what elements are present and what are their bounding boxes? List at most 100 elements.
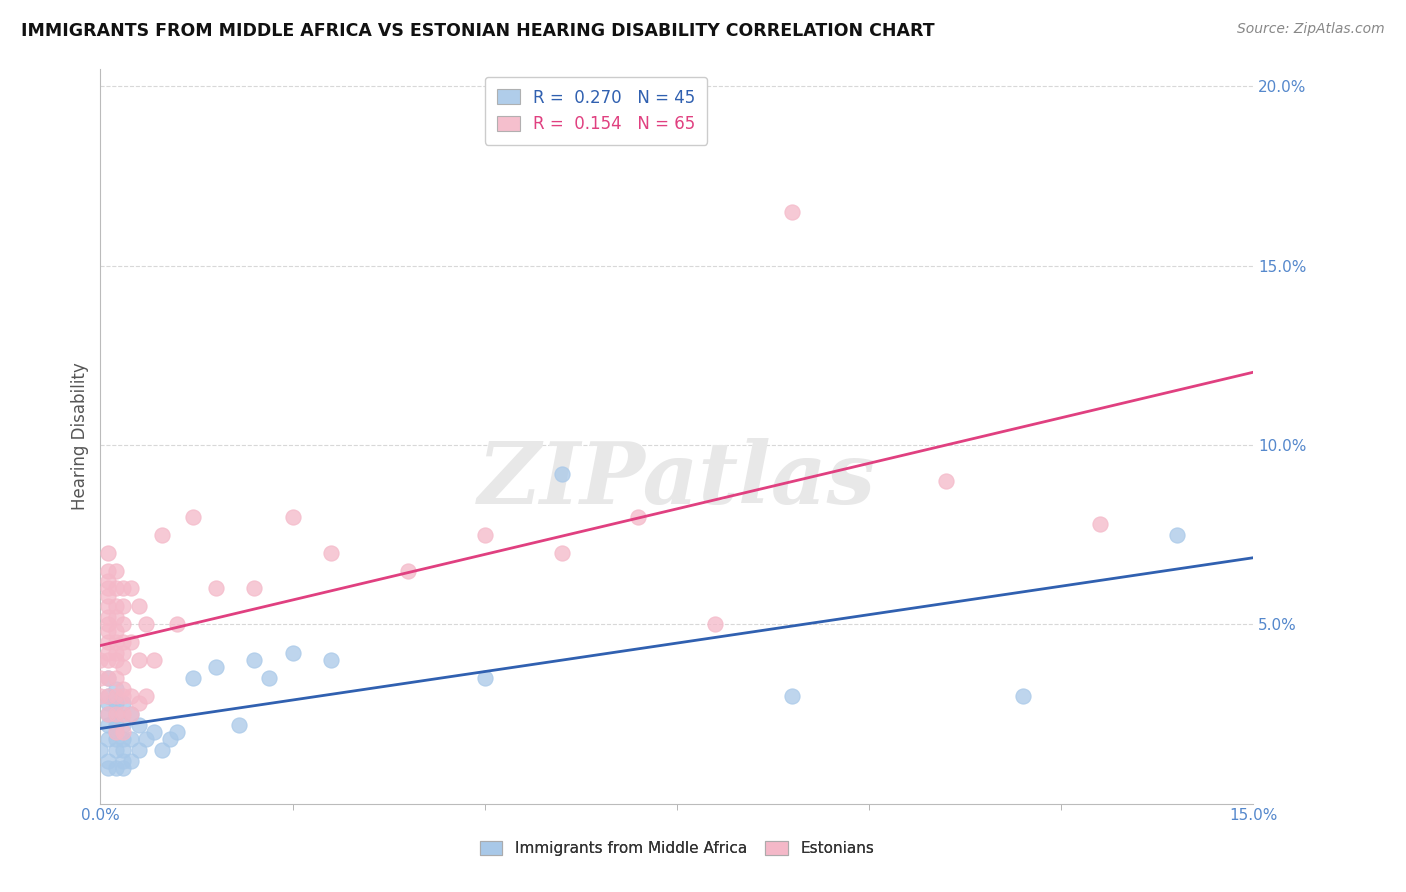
Point (97, 717, 120, 731)
Point (128, 653, 150, 667)
Point (281, 646, 304, 660)
Point (89, 671, 111, 685)
Point (143, 653, 166, 667)
Point (97, 689, 120, 703)
Point (281, 509, 304, 524)
Point (319, 546, 342, 560)
Point (243, 582, 266, 596)
Point (104, 624, 127, 639)
Point (97, 653, 120, 667)
Point (89, 743, 111, 757)
Point (104, 725, 127, 739)
Point (104, 706, 127, 721)
Point (128, 717, 150, 731)
Point (135, 732, 157, 747)
Point (97, 706, 120, 721)
Point (97, 754, 120, 768)
Point (120, 582, 142, 596)
Point (112, 646, 135, 660)
Point (150, 743, 173, 757)
Point (204, 582, 226, 596)
Point (112, 599, 135, 614)
Point (104, 681, 127, 696)
Point (97, 610, 120, 624)
Point (1088, 516, 1111, 531)
Point (97, 671, 120, 685)
Point (112, 725, 135, 739)
Point (112, 754, 135, 768)
Point (780, 205, 803, 219)
Point (97, 617, 120, 632)
Text: ZIPatlas: ZIPatlas (478, 439, 876, 522)
Point (1011, 689, 1033, 703)
Point (104, 599, 127, 614)
Point (112, 696, 135, 710)
Point (104, 732, 127, 747)
Point (120, 732, 142, 747)
Point (627, 509, 650, 524)
Point (243, 653, 266, 667)
Point (104, 646, 127, 660)
Point (935, 474, 957, 488)
Point (112, 617, 135, 632)
Point (259, 671, 281, 685)
Point (104, 671, 127, 685)
Point (89, 653, 111, 667)
Point (143, 725, 166, 739)
Point (120, 706, 142, 721)
Point (112, 717, 135, 731)
Point (1166, 527, 1188, 541)
Legend: Immigrants from Middle Africa, Estonians: Immigrants from Middle Africa, Estonians (474, 835, 880, 863)
Point (104, 635, 127, 649)
Point (104, 743, 127, 757)
Point (181, 509, 204, 524)
Point (319, 653, 342, 667)
Point (97, 706, 120, 721)
Point (120, 635, 142, 649)
Point (112, 660, 135, 674)
Point (104, 610, 127, 624)
Point (97, 635, 120, 649)
Point (112, 761, 135, 775)
Point (112, 689, 135, 703)
Point (780, 689, 803, 703)
Point (104, 582, 127, 596)
Point (128, 696, 150, 710)
Point (166, 617, 188, 632)
Point (104, 706, 127, 721)
Point (97, 732, 120, 747)
Text: IMMIGRANTS FROM MIDDLE AFRICA VS ESTONIAN HEARING DISABILITY CORRELATION CHART: IMMIGRANTS FROM MIDDLE AFRICA VS ESTONIA… (21, 22, 935, 40)
Point (104, 696, 127, 710)
Point (112, 706, 135, 721)
Point (120, 689, 142, 703)
Point (97, 564, 120, 578)
Point (204, 660, 226, 674)
Point (97, 589, 120, 603)
Point (104, 761, 127, 775)
Point (150, 527, 173, 541)
Point (112, 635, 135, 649)
Y-axis label: Hearing Disability: Hearing Disability (72, 362, 89, 510)
Point (97, 582, 120, 596)
Point (97, 624, 120, 639)
Point (97, 689, 120, 703)
Point (97, 671, 120, 685)
Point (97, 761, 120, 775)
Point (120, 706, 142, 721)
Point (474, 671, 496, 685)
Point (97, 646, 120, 660)
Point (135, 689, 157, 703)
Point (104, 689, 127, 703)
Point (166, 725, 188, 739)
Point (112, 743, 135, 757)
Point (474, 527, 496, 541)
Text: Source: ZipAtlas.com: Source: ZipAtlas.com (1237, 22, 1385, 37)
Point (112, 582, 135, 596)
Point (97, 599, 120, 614)
Point (112, 681, 135, 696)
Point (128, 599, 150, 614)
Point (128, 743, 150, 757)
Point (104, 653, 127, 667)
Point (228, 717, 250, 731)
Point (550, 546, 572, 560)
